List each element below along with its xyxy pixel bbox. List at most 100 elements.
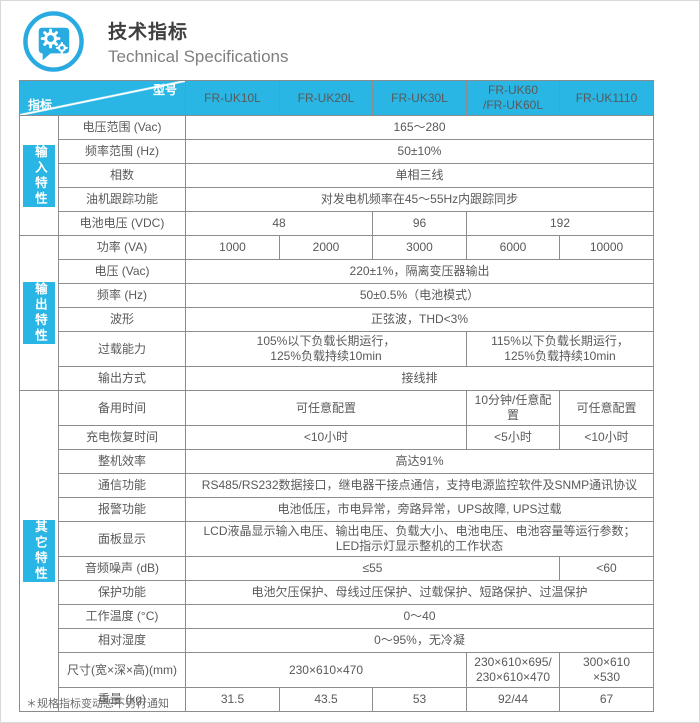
group-cell: 输出特性 [20, 236, 59, 391]
spec-value-cell: 48 [186, 212, 373, 236]
diagonal-divider [20, 81, 185, 115]
title-block: 技术指标 Technical Specifications [21, 10, 288, 73]
spec-value-cell: 105%以下负载长期运行， 125%负载持续10min [186, 332, 467, 367]
group-label: 输入特性 [23, 144, 55, 207]
spec-row-label: 保护功能 [59, 581, 186, 605]
spec-value-cell: 115%以下负载长期运行， 125%负载持续10min [467, 332, 654, 367]
spec-value-cell: 3000 [373, 236, 467, 260]
spec-value-cell: 10分钟/任意配置 [467, 391, 560, 426]
spec-value-cell: 10000 [560, 236, 654, 260]
spec-value-cell: 电池欠压保护、母线过压保护、过载保护、短路保护、过温保护 [186, 581, 654, 605]
spec-value-cell: <10小时 [560, 426, 654, 450]
gears-speech-bubble-icon [23, 11, 84, 72]
spec-row: 音频噪声 (dB) ≤55 <60 [20, 557, 654, 581]
corner-index-label: 指标 [28, 98, 53, 112]
group-label: 输出特性 [23, 282, 55, 344]
spec-row-label: 音频噪声 (dB) [59, 557, 186, 581]
model-column-header: FR-UK60/FR-UK60L [467, 81, 560, 116]
spec-value-cell: <10小时 [186, 426, 467, 450]
spec-row: 面板显示 LCD液晶显示输入电压、输出电压、负载大小、电池电压、电池容量等运行参数… [20, 522, 654, 557]
spec-row: 保护功能 电池欠压保护、母线过压保护、过载保护、短路保护、过温保护 [20, 581, 654, 605]
spec-row: 输出方式 接线排 [20, 367, 654, 391]
spec-row: 过载能力 105%以下负载长期运行， 125%负载持续10min 115%以下负载长期… [20, 332, 654, 367]
corner-model-label: 型号 [152, 83, 177, 97]
model-column-header: FR-UK30L [373, 81, 467, 116]
spec-row: 充电恢复时间 <10小时 <5小时 <10小时 [20, 426, 654, 450]
page-title-zh: 技术指标 [108, 21, 189, 43]
page-title: 技术指标 Technical Specifications [108, 17, 288, 67]
spec-value-cell: 50±10% [186, 140, 654, 164]
spec-value-cell: 电池低压，市电异常，旁路异常，UPS故障, UPS过载 [186, 498, 654, 522]
spec-row-label: 通信功能 [59, 474, 186, 498]
spec-value-cell: 可任意配置 [186, 391, 467, 426]
spec-row-label: 整机效率 [59, 450, 186, 474]
spec-value-cell: ≤55 [186, 557, 560, 581]
spec-value-cell: 31.5 [186, 688, 280, 712]
spec-value-cell: 192 [467, 212, 654, 236]
spec-value-cell: 50±0.5%（电池模式） [186, 284, 654, 308]
spec-value-cell: <60 [560, 557, 654, 581]
spec-value-cell: 正弦波，THD<3% [186, 308, 654, 332]
group-cell: 输入特性 [20, 116, 59, 236]
spec-value-cell: 对发电机频率在45～55Hz内跟踪同步 [186, 188, 654, 212]
corner-header-cell: 型号 指标 [20, 81, 186, 116]
spec-value-cell: 6000 [467, 236, 560, 260]
spec-value-cell: 53 [373, 688, 467, 712]
spec-value-cell: 43.5 [280, 688, 373, 712]
spec-row: 电池电压 (VDC) 48 96 192 [20, 212, 654, 236]
spec-value-cell: 0～40 [186, 605, 654, 629]
spec-row-label: 报警功能 [59, 498, 186, 522]
spec-row: 波形 正弦波，THD<3% [20, 308, 654, 332]
spec-value-cell: 220±1%，隔离变压器输出 [186, 260, 654, 284]
spec-value-cell: 接线排 [186, 367, 654, 391]
spec-value-cell: 可任意配置 [560, 391, 654, 426]
model-column-header: FR-UK20L [280, 81, 373, 116]
spec-row: 重量 (kg) 31.5 43.5 53 92/44 67 [20, 688, 654, 712]
spec-row: 相数 单相三线 [20, 164, 654, 188]
spec-row-label: 备用时间 [59, 391, 186, 426]
spec-row: 整机效率 高达91% [20, 450, 654, 474]
spec-value-cell: 2000 [280, 236, 373, 260]
spec-value-cell: LCD液晶显示输入电压、输出电压、负载大小、电池电压、电池容量等运行参数； LED… [186, 522, 654, 557]
spec-row-label: 输出方式 [59, 367, 186, 391]
spec-row-label: 频率范围 (Hz) [59, 140, 186, 164]
spec-value-cell: 0～95%，无冷凝 [186, 629, 654, 653]
spec-row: 其它特性 备用时间 可任意配置 10分钟/任意配置 可任意配置 [20, 391, 654, 712]
spec-row: 通信功能 RS485/RS232数据接口，继电器干接点通信，支持电源监控软件及SN… [20, 474, 654, 498]
footnote: ＊规格指标变动恕不另行通知 [26, 698, 169, 710]
spec-row-label: 频率 (Hz) [59, 284, 186, 308]
page-title-en: Technical Specifications [108, 46, 289, 66]
spec-value-cell: 92/44 [467, 688, 560, 712]
spec-row: 频率 (Hz) 50±0.5%（电池模式） [20, 284, 654, 308]
spec-table: 型号 指标 FR-UK10L FR-UK20L FR-UK30L FR-UK60/FR… [19, 80, 654, 712]
spec-row-label: 充电恢复时间 [59, 426, 186, 450]
model-column-header: FR-UK1110 [560, 81, 654, 116]
spec-row-label: 电池电压 (VDC) [59, 212, 186, 236]
spec-row: 频率范围 (Hz) 50±10% [20, 140, 654, 164]
spec-value-cell: 230×610×470 [186, 653, 467, 688]
spec-row-label: 功率 (VA) [59, 236, 186, 260]
spec-value-cell: 1000 [186, 236, 280, 260]
spec-row: 工作温度 (°C) 0～40 [20, 605, 654, 629]
spec-row-label: 过载能力 [59, 332, 186, 367]
group-cell: 其它特性 [20, 391, 59, 712]
spec-value-cell: 67 [560, 688, 654, 712]
spec-row-label: 电压范围 (Vac) [59, 116, 186, 140]
spec-row-label: 电压 (Vac) [59, 260, 186, 284]
spec-row: 输出特性 功率 (VA) 1000 2000 3000 6000 10000 [20, 236, 654, 391]
spec-row: 油机跟踪功能 对发电机频率在45～55Hz内跟踪同步 [20, 188, 654, 212]
spec-row-label: 相对湿度 [59, 629, 186, 653]
spec-value-cell: 165～280 [186, 116, 654, 140]
spec-row-label: 波形 [59, 308, 186, 332]
spec-value-cell: 300×610 ×530 [560, 653, 654, 688]
spec-row: 电压 (Vac) 220±1%，隔离变压器输出 [20, 260, 654, 284]
spec-row-label: 尺寸(宽×深×高)(mm) [59, 653, 186, 688]
spec-row: 报警功能 电池低压，市电异常，旁路异常，UPS故障, UPS过载 [20, 498, 654, 522]
spec-row-label: 油机跟踪功能 [59, 188, 186, 212]
spec-row-label: 重量 (kg) [59, 688, 186, 712]
spec-row: 相对湿度 0～95%，无冷凝 [20, 629, 654, 653]
group-label: 其它特性 [23, 520, 55, 582]
spec-value-cell: 高达91% [186, 450, 654, 474]
spec-row: 输入特性 电压范围 (Vac) 165～280 [20, 116, 654, 236]
spec-value-cell: RS485/RS232数据接口，继电器干接点通信，支持电源监控软件及SNMP通讯… [186, 474, 654, 498]
